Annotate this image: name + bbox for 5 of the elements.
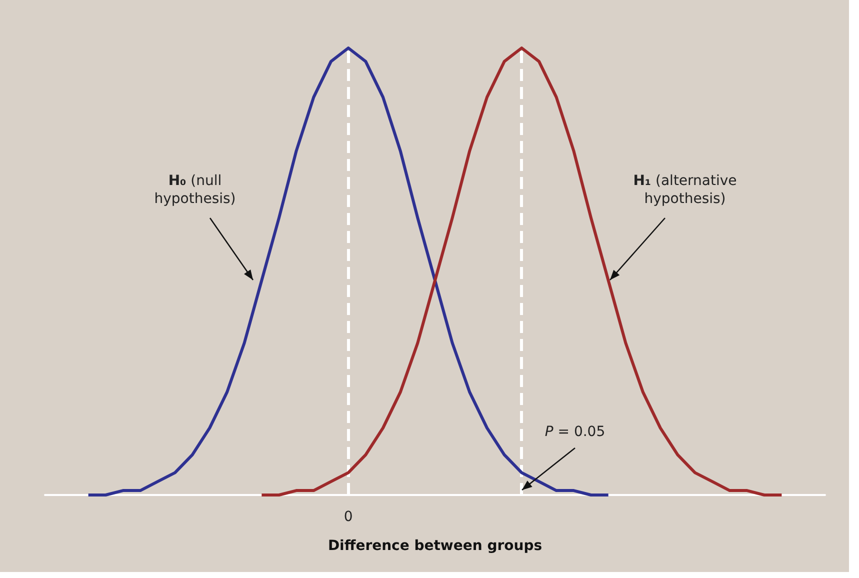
annotation: H₁ (alternative hypothesis) [632, 172, 738, 208]
annotation: H₀ (null hypothesis) [153, 172, 237, 208]
annotation: P = 0.05 [544, 423, 606, 441]
text: 0 [344, 509, 353, 525]
x-axis-title: Difference between groups [328, 538, 542, 554]
